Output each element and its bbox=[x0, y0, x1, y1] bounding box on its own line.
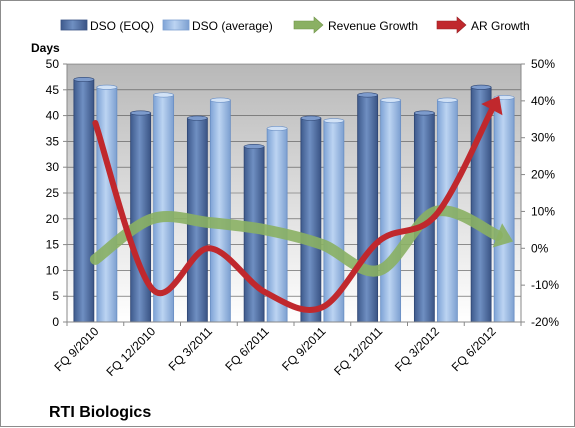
legend-item-ar-growth: AR Growth bbox=[436, 16, 530, 34]
x-tick-label: FQ 3/2011 bbox=[166, 324, 216, 374]
bar-dso-average bbox=[209, 99, 231, 323]
bars bbox=[73, 76, 515, 323]
bar-dso-eoq bbox=[300, 117, 322, 323]
y-tick-label: 20 bbox=[46, 212, 60, 226]
bar-dso-average-cap bbox=[380, 97, 401, 103]
y-tick-label: 5 bbox=[52, 289, 59, 303]
bar-dso-eoq-cap bbox=[414, 110, 435, 116]
bar-dso-average-cap bbox=[210, 97, 231, 103]
bar-dso-average-cap bbox=[266, 126, 288, 132]
x-tick-label: FQ 9/2010 bbox=[52, 324, 102, 374]
line-ar-growth bbox=[92, 106, 495, 313]
line-revenue-growth bbox=[89, 205, 503, 277]
bar-dso-eoq-cap bbox=[357, 92, 378, 98]
bar-dso-eoq-cap bbox=[187, 115, 208, 121]
arrowhead-revenue-growth bbox=[492, 223, 514, 248]
y-tick-label: 45 bbox=[46, 83, 60, 97]
bar-dso-eoq-cap bbox=[130, 110, 151, 116]
legend-arrow-ar-growth bbox=[436, 16, 467, 34]
x-tick-label: FQ 12/2010 bbox=[104, 324, 159, 379]
y-tick-label: 0 bbox=[52, 315, 59, 329]
y-tick-label: 50 bbox=[46, 57, 60, 71]
legend-label-revenue-growth: Revenue Growth bbox=[328, 19, 418, 33]
y2-tick-label: 20% bbox=[531, 168, 555, 182]
legend-swatch-dso-average bbox=[162, 19, 190, 31]
bar-dso-average bbox=[380, 99, 402, 323]
y2-tick-label: 30% bbox=[531, 131, 555, 145]
bar-dso-average-cap bbox=[153, 92, 174, 98]
legend-item-dso-average: DSO (average) bbox=[162, 19, 273, 33]
legend-label-dso-eoq: DSO (EOQ) bbox=[90, 19, 154, 33]
y-tick-label: 40 bbox=[46, 109, 60, 123]
y-tick-label: 10 bbox=[46, 263, 60, 277]
legend-label-ar-growth: AR Growth bbox=[471, 19, 530, 33]
right-axis-ticks: -20% -10% 0% 10% 20% 30% 40% 50% bbox=[521, 57, 559, 329]
bar-dso-average-cap bbox=[96, 84, 118, 90]
arrowhead-ar-growth bbox=[481, 95, 503, 116]
y-tick-label: 30 bbox=[46, 160, 60, 174]
chart-title: RTI Biologics bbox=[49, 404, 151, 421]
bar-dso-eoq-cap bbox=[243, 144, 265, 150]
bar-dso-average-cap bbox=[437, 97, 458, 103]
legend-item-revenue-growth: Revenue Growth bbox=[293, 16, 418, 34]
x-tick-label: FQ 6/2011 bbox=[222, 324, 272, 374]
bar-dso-average bbox=[96, 86, 118, 323]
x-tick-label: FQ 6/2012 bbox=[449, 324, 499, 374]
y2-tick-label: -20% bbox=[531, 315, 559, 329]
bar-dso-eoq-cap bbox=[73, 76, 95, 82]
bar-dso-eoq-cap bbox=[300, 115, 322, 121]
bar-dso-eoq-cap bbox=[470, 84, 492, 90]
x-tick-label: FQ 9/2011 bbox=[279, 324, 329, 374]
y2-tick-label: 50% bbox=[531, 57, 555, 71]
legend-swatch-dso-eoq bbox=[60, 19, 88, 31]
y-axis-label: Days bbox=[31, 41, 60, 55]
y2-tick-label: 10% bbox=[531, 204, 555, 218]
left-axis-ticks: 0 5 10 15 20 25 30 35 40 45 50 bbox=[46, 57, 67, 329]
bar-dso-eoq bbox=[357, 94, 379, 323]
x-tick-label: FQ 3/2012 bbox=[392, 324, 442, 374]
x-axis-ticks: FQ 9/2010 FQ 12/2010 FQ 3/2011 FQ 6/2011 FQ … bbox=[52, 322, 522, 379]
y2-tick-label: 40% bbox=[531, 94, 555, 108]
y2-tick-label: 0% bbox=[531, 241, 549, 255]
growth-lines bbox=[89, 95, 514, 313]
y-tick-label: 15 bbox=[46, 238, 60, 252]
y-tick-label: 35 bbox=[46, 134, 60, 148]
y-tick-label: 25 bbox=[46, 186, 60, 200]
bar-dso-average bbox=[493, 97, 515, 323]
x-tick-label: FQ 12/2011 bbox=[331, 324, 385, 378]
bar-dso-average-cap bbox=[323, 118, 345, 124]
y2-tick-label: -10% bbox=[531, 278, 559, 292]
legend-arrow-revenue-growth bbox=[293, 16, 324, 34]
legend-item-dso-eoq: DSO (EOQ) bbox=[60, 19, 154, 33]
bar-dso-eoq bbox=[73, 79, 95, 323]
legend: DSO (EOQ) DSO (average) Revenue Growth A… bbox=[60, 16, 530, 34]
legend-label-dso-average: DSO (average) bbox=[192, 19, 273, 33]
